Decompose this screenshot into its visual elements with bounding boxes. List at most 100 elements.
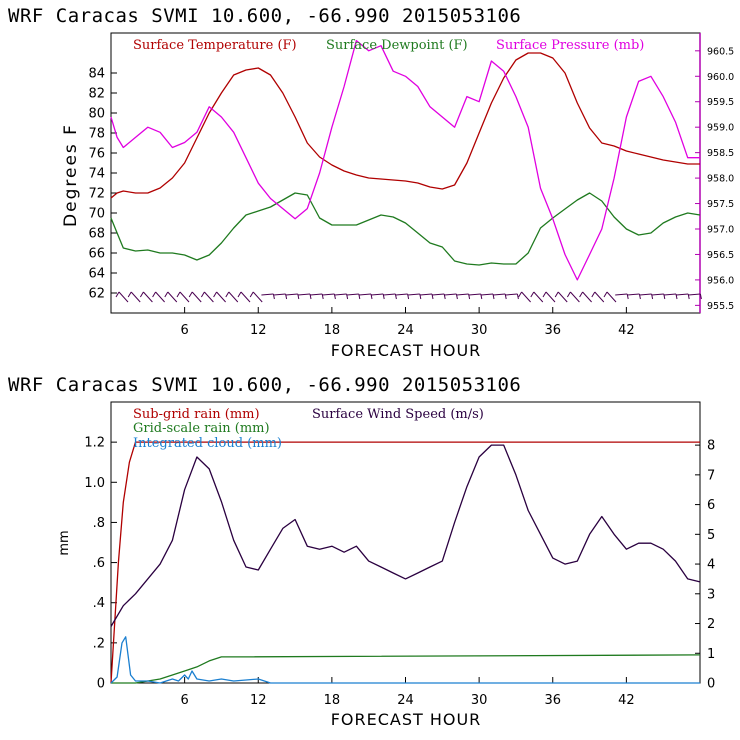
wind-barb (444, 293, 457, 296)
y-tick-label: 64 (88, 267, 105, 282)
top-y-axis-label: Degrees F (61, 123, 81, 227)
y2-tick-label: 956.0 (707, 275, 734, 286)
wind-barb (261, 293, 274, 296)
y-tick-label: 82 (88, 87, 105, 102)
y-tick-label: 78 (88, 127, 105, 142)
y-tick-label: 80 (88, 107, 105, 122)
wind-barb-flag (663, 293, 666, 300)
series-line-surface-wind-speed-m-s (110, 444, 701, 627)
series-line-sub-grid-rain-mm (110, 441, 700, 684)
wind-barb-flag (468, 293, 471, 300)
wind-barb (191, 291, 202, 303)
y-tick-label: 68 (88, 227, 105, 242)
wind-barb (358, 293, 372, 296)
wind-barb-flag (579, 291, 584, 298)
y-tick-label: 72 (88, 187, 105, 202)
x-tick-label: 42 (618, 693, 635, 708)
x-tick-label: 6 (180, 693, 188, 708)
wind-barb (570, 291, 580, 303)
y2-tick-label: 7 (707, 468, 715, 483)
top-x-axis-label: FORECAST HOUR (331, 341, 482, 360)
wind-barb-flag (213, 291, 218, 298)
wind-barb (407, 293, 420, 296)
wind-barb (285, 293, 298, 296)
wind-barb-flag (370, 293, 373, 300)
wind-barb (505, 293, 518, 296)
y-tick-label: .8 (93, 516, 105, 531)
wind-barb-flag (651, 293, 654, 300)
y2-tick-label: 2 (707, 617, 715, 632)
y2-tick-label: 957.5 (707, 199, 734, 210)
wind-barb (533, 291, 544, 303)
wind-barb (297, 293, 311, 296)
wind-barb-flag (492, 293, 495, 300)
wind-barb-flag (358, 293, 361, 300)
y2-tick-label: 955.5 (707, 301, 734, 312)
top-plot-frame (110, 32, 701, 314)
legend-surface-temperature: Surface Temperature (F) (133, 38, 297, 53)
wind-barb (688, 293, 701, 296)
wind-barb (432, 293, 445, 296)
wind-barb (651, 293, 664, 296)
series-line-integrated-cloud-mm (110, 636, 700, 684)
bottom-y-axis-label: mm (57, 530, 72, 555)
y-tick-label: 0 (97, 677, 105, 692)
y-tick-label: .2 (93, 636, 105, 651)
wind-barb (383, 293, 396, 296)
wind-barbs-row (115, 291, 702, 303)
wind-barb-flag (566, 291, 571, 298)
x-tick-label: 30 (471, 323, 488, 338)
y2-tick-label: 5 (707, 528, 715, 543)
wind-barb (167, 291, 178, 303)
wind-barb-flag (139, 291, 144, 298)
wind-barb (615, 293, 628, 296)
y2-tick-label: 1 (707, 647, 715, 662)
wind-barb (639, 293, 652, 296)
wind-barb-flag (309, 293, 312, 300)
top-series-lines (110, 39, 701, 281)
wind-barb (216, 291, 226, 303)
wind-barb-flag (480, 293, 483, 300)
wind-barb-flag (237, 291, 242, 298)
legend-subgrid-rain: Sub-grid rain (mm) (133, 407, 260, 422)
wind-barb-flag (638, 293, 641, 300)
x-tick-label: 24 (397, 323, 414, 338)
wind-barb (456, 293, 469, 296)
wind-barb (493, 293, 506, 296)
y-tick-label: .4 (93, 596, 105, 611)
legend-surface-pressure: Surface Pressure (mb) (496, 38, 644, 53)
y2-tick-label: 3 (707, 587, 715, 602)
wind-barb-flag (127, 291, 132, 298)
wind-barb (545, 291, 556, 303)
x-tick-label: 12 (250, 693, 267, 708)
wind-barb (310, 293, 323, 296)
y2-tick-label: 0 (707, 677, 715, 692)
x-tick-label: 12 (250, 323, 267, 338)
wind-barb (395, 293, 408, 296)
wind-barb (179, 291, 190, 303)
wind-barb-flag (382, 293, 385, 300)
wind-barb-flag (297, 293, 300, 300)
y-tick-label: 74 (88, 167, 105, 182)
wind-barb (582, 291, 592, 303)
wind-barb (240, 291, 251, 303)
wind-barb-flag (272, 293, 275, 300)
wind-barb-flag (164, 291, 169, 298)
y-tick-label: 66 (88, 247, 105, 262)
legend-gridscale-rain: Grid-scale rain (mm) (133, 421, 270, 436)
wind-barb (606, 291, 617, 303)
wind-barb (663, 293, 677, 296)
x-tick-label: 36 (544, 323, 561, 338)
wind-barb (676, 293, 689, 296)
x-tick-label: 18 (324, 323, 341, 338)
wind-barb-flag (504, 293, 507, 300)
x-tick-label: 6 (180, 323, 188, 338)
wind-barb-flag (176, 291, 181, 298)
wind-barb (334, 293, 347, 296)
series-line-surface-temperature-f (110, 52, 700, 199)
wind-barb-flag (431, 293, 434, 300)
wind-barb-flag (394, 293, 397, 300)
wind-barb (204, 291, 214, 303)
